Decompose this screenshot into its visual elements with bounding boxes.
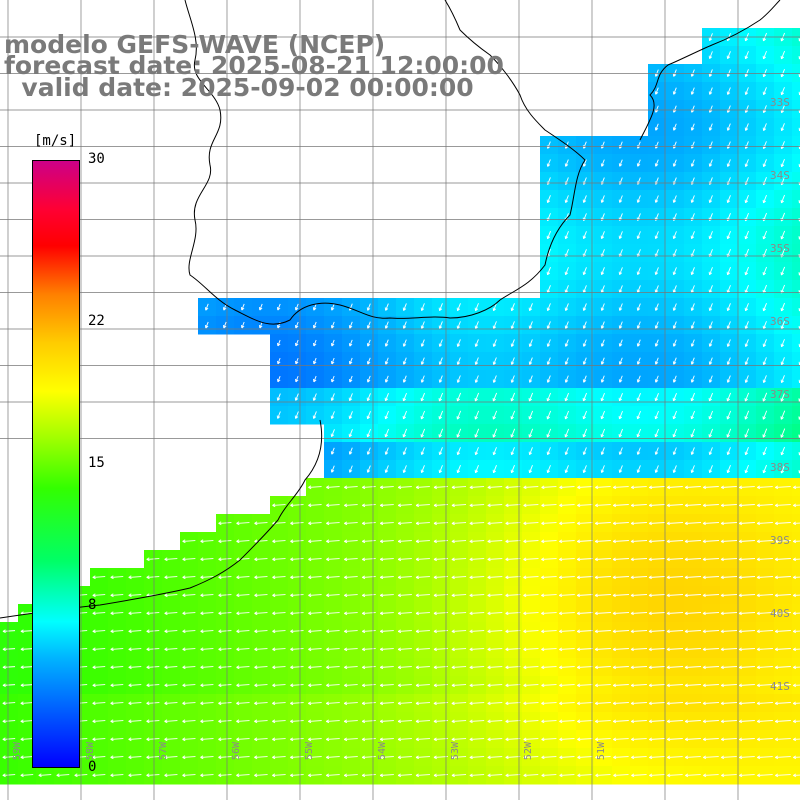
latitude-label: 37S bbox=[770, 388, 790, 401]
latitude-label: 35S bbox=[770, 242, 790, 255]
wind-cell bbox=[792, 172, 800, 191]
longitude-label: 53W bbox=[450, 742, 461, 761]
longitude-label: 59W bbox=[12, 742, 23, 761]
longitude-label: 58W bbox=[85, 742, 96, 761]
latitude-label: 41S bbox=[770, 680, 790, 693]
wind-cell bbox=[792, 82, 800, 101]
wind-cell bbox=[792, 460, 800, 479]
longitude-label: 51W bbox=[596, 742, 607, 761]
wind-cell bbox=[792, 352, 800, 371]
wind-cell bbox=[792, 226, 800, 245]
wind-cell bbox=[792, 154, 800, 173]
wind-cell bbox=[792, 442, 800, 461]
longitude-label: 56W bbox=[231, 742, 242, 761]
colorbar-tick-label: 22 bbox=[88, 313, 105, 330]
title-valid-date: valid date: 2025-09-02 00:00:00 bbox=[4, 73, 474, 102]
latitude-label: 40S bbox=[770, 607, 790, 620]
wind-cell bbox=[792, 118, 800, 137]
wind-cell bbox=[792, 208, 800, 227]
latitude-label: 33S bbox=[770, 96, 790, 109]
wind-speed-cells bbox=[0, 28, 800, 785]
wind-cell bbox=[792, 280, 800, 299]
colorbar-tick-label: 30 bbox=[88, 151, 105, 167]
colorbar-tick-label: 15 bbox=[88, 455, 105, 471]
wind-cell bbox=[792, 262, 800, 281]
longitude-label: 52W bbox=[523, 742, 534, 761]
longitude-label: 54W bbox=[377, 742, 388, 761]
latitude-label: 39S bbox=[770, 534, 790, 547]
wind-cell bbox=[792, 244, 800, 263]
colorbar-tick-label: 0 bbox=[88, 759, 97, 775]
wind-cell bbox=[792, 334, 800, 353]
colorbar-tick-label: 8 bbox=[88, 596, 97, 613]
longitude-label: 55W bbox=[304, 742, 315, 761]
latitude-label: 36S bbox=[770, 315, 790, 328]
latitude-label: 38S bbox=[770, 461, 790, 474]
wind-cell bbox=[792, 100, 800, 119]
longitude-label: 57W bbox=[158, 742, 169, 761]
wind-cell bbox=[792, 388, 800, 407]
wind-cell bbox=[792, 298, 800, 317]
wind-cell bbox=[792, 424, 800, 443]
wind-cell bbox=[792, 370, 800, 389]
colorbar bbox=[32, 160, 80, 768]
wind-cell bbox=[792, 190, 800, 209]
colorbar-unit: [m/s] bbox=[34, 133, 77, 149]
wind-cell bbox=[792, 316, 800, 335]
wind-cell bbox=[792, 46, 800, 65]
latitude-label: 34S bbox=[770, 169, 790, 182]
wind-cell bbox=[792, 136, 800, 155]
wind-cell bbox=[792, 406, 800, 425]
